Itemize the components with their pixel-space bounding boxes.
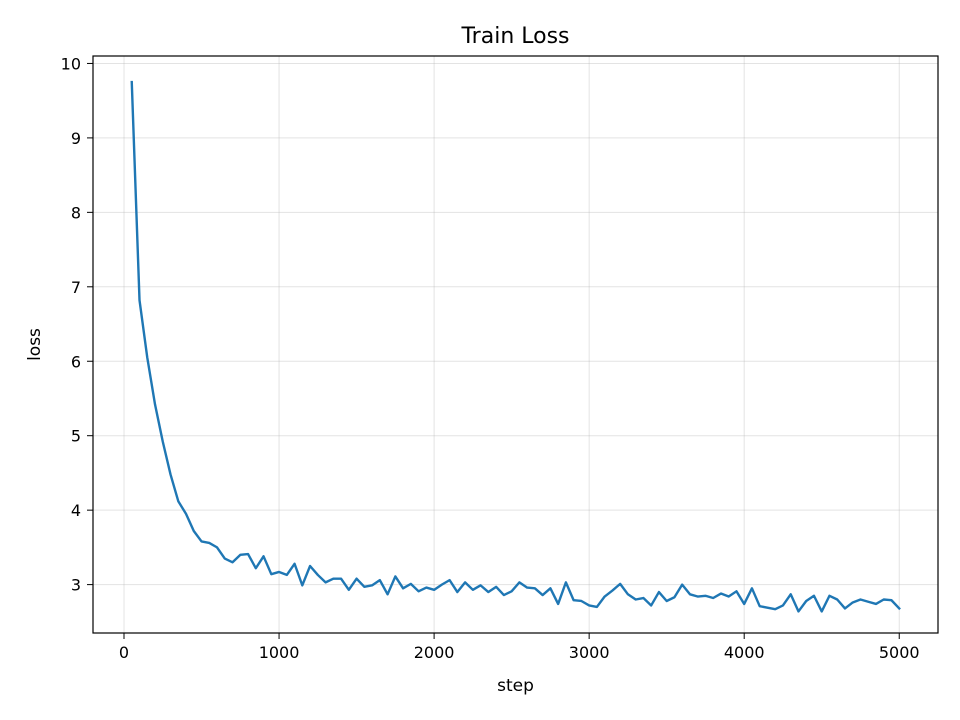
x-tick-label: 3000 — [569, 643, 610, 662]
x-tick-label: 2000 — [414, 643, 455, 662]
loss-series-line — [130, 80, 901, 613]
y-tick-label: 7 — [71, 278, 81, 297]
y-tick-label: 9 — [71, 129, 81, 148]
y-tick-label: 10 — [61, 54, 81, 73]
y-tick-label: 4 — [71, 501, 81, 520]
y-tick-label: 5 — [71, 427, 81, 446]
x-tick-label: 4000 — [724, 643, 765, 662]
x-axis-ticks: 0 1000 2000 3000 4000 5000 — [119, 633, 920, 662]
grid — [93, 56, 938, 633]
plot-frame — [92, 55, 939, 634]
x-tick-label: 5000 — [879, 643, 920, 662]
y-tick-label: 3 — [71, 576, 81, 595]
y-axis-label: loss — [25, 328, 45, 361]
y-tick-label: 8 — [71, 203, 81, 222]
x-axis-label: step — [497, 676, 534, 696]
y-axis-ticks: 3 4 5 6 7 8 9 10 — [61, 54, 93, 595]
series-layer — [130, 80, 901, 613]
x-tick-label: 0 — [119, 643, 129, 662]
chart-title: Train Loss — [460, 24, 569, 49]
x-tick-label: 1000 — [259, 643, 300, 662]
y-tick-label: 6 — [71, 352, 81, 371]
